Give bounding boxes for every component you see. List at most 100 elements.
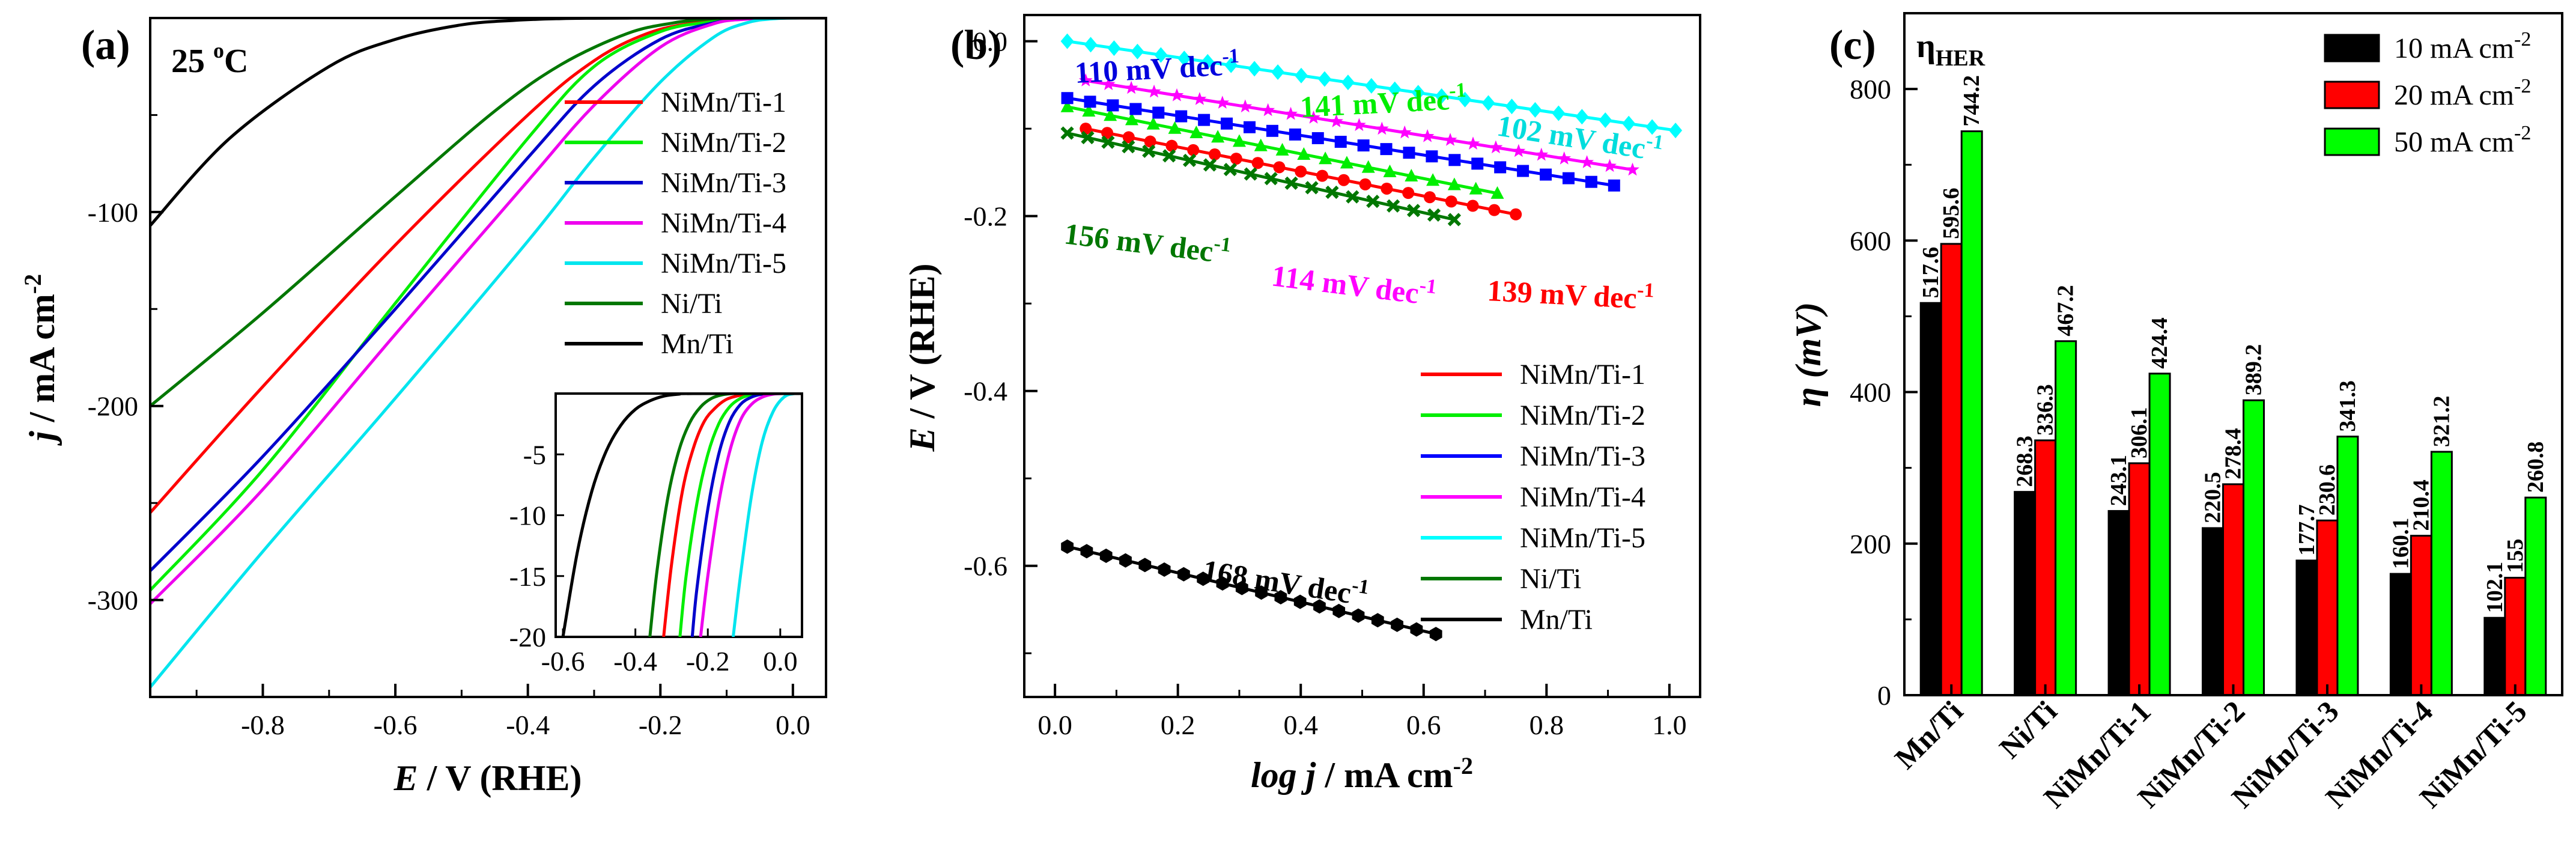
panel-b-ticks: 0.0 0.2 0.4 0.6 0.8 1.0 0.0 -0.2 -0.4 -0.6 [964, 26, 1686, 740]
bar-nimn-ti-4-10-ma-cm [2389, 573, 2412, 696]
data-point-nimn-ti-1 [1466, 199, 1479, 212]
marker-x-stroke-b [1387, 199, 1400, 213]
bar-value-label: 744.2 [1959, 75, 1984, 127]
temperature-degree-sup: o [213, 38, 224, 62]
bar-mn-ti-20-ma-cm [1940, 243, 1963, 696]
data-point-nimn-ti-5 [1622, 115, 1636, 132]
bar-value-label: 230.6 [2315, 464, 2340, 516]
panel-c-title-sub: HER [1936, 46, 1985, 71]
data-point-mn-ti [1313, 599, 1326, 614]
bar-nimn-ti-2-50-ma-cm [2243, 399, 2265, 696]
legend-label: 50 mA cm-2 [2394, 122, 2531, 158]
data-point-nimn-ti-3 [1266, 124, 1278, 137]
data-point-nimn-ti-4 [1511, 144, 1526, 157]
data-point-mn-ti [1138, 558, 1152, 573]
data-point-mn-ti [1293, 594, 1307, 609]
data-point-nimn-ti-1 [1187, 144, 1200, 156]
panel-b-label: (b) [950, 22, 1002, 68]
data-point-nimn-ti-3 [1517, 165, 1530, 177]
x-tick-label: 1.0 [1652, 710, 1687, 740]
data-point-mn-ti [1061, 539, 1074, 554]
data-point-nimn-ti-3 [1198, 114, 1211, 126]
inset-y-tick-label: -20 [509, 622, 546, 653]
data-point-nimn-ti-4 [1101, 77, 1116, 90]
panel-c-label: (c) [1829, 22, 1876, 68]
marker-x-stroke-b [1182, 153, 1197, 168]
marker-x-stroke-b [1244, 167, 1257, 181]
legend-label-sup: -2 [2514, 28, 2531, 50]
bar-ni-ti-50-ma-cm [2055, 340, 2077, 696]
panel-b-xlabel-unit: / mA cm [1316, 755, 1453, 795]
data-point-nimn-ti-4 [1124, 81, 1138, 94]
data-point-nimn-ti-4 [1238, 99, 1253, 113]
panel-a: -0.8 -0.6 -0.4 -0.2 0.0 -100 -200 -300 (a) 25 o… [19, 17, 827, 798]
marker-x-stroke-b [1366, 195, 1380, 208]
data-point-nimn-ti-3 [1244, 121, 1256, 133]
bar-nimn-ti-3-20-ma-cm [2316, 519, 2339, 696]
data-point-nimn-ti-4 [1261, 103, 1275, 117]
tafel-slope-value: 141 mV dec [1299, 82, 1451, 124]
data-point-nimn-ti-3 [1471, 157, 1484, 170]
tafel-slope-value: 110 mV dec [1074, 48, 1224, 90]
data-point-nimn-ti-3 [1494, 161, 1507, 174]
inset-y-tick-label: -5 [523, 439, 546, 470]
data-point-nimn-ti-4 [1397, 125, 1412, 139]
data-point-ni-ti [1060, 126, 1074, 140]
marker-x-stroke-b [1447, 213, 1462, 227]
data-point-nimn-ti-2 [1319, 151, 1332, 165]
data-point-nimn-ti-5 [1435, 88, 1448, 104]
data-point-nimn-ti-1 [1381, 182, 1393, 195]
legend-label-nimn-ti-5: NiMn/Ti-5 [661, 248, 786, 279]
data-point-nimn-ti-4 [1192, 92, 1207, 105]
bar-value-label: 595.6 [1939, 187, 1964, 239]
data-point-nimn-ti-2 [1340, 156, 1353, 169]
bar-value-label: 220.5 [2201, 472, 2226, 523]
panel-b-ylabel-var: E [902, 427, 942, 452]
data-point-nimn-ti-4 [1489, 140, 1503, 154]
tafel-slope-unit-sup: -1 [1221, 45, 1239, 68]
inset-x-tick-label: 0.0 [763, 646, 798, 677]
data-point-nimn-ti-1 [1144, 135, 1156, 148]
data-point-nimn-ti-4 [1352, 118, 1366, 132]
data-point-nimn-ti-3 [1175, 110, 1188, 123]
data-point-ni-ti [1305, 181, 1319, 195]
data-point-nimn-ti-5 [1481, 95, 1495, 111]
marker-x-stroke-b [1325, 185, 1339, 199]
panel-a-frame [149, 17, 827, 698]
legend-swatch-50-ma-cm-2 [2324, 127, 2380, 156]
tafel-slope-value: 139 mV dec [1486, 273, 1638, 315]
panel-b-xlabel-sup: -2 [1453, 752, 1473, 779]
data-point-ni-ti [1427, 208, 1441, 222]
data-point-mn-ti [1216, 576, 1229, 591]
inset-y-tick-label: -15 [509, 561, 546, 592]
x-tick-label: -0.4 [506, 710, 550, 740]
data-point-nimn-ti-4 [1443, 133, 1457, 146]
data-point-nimn-ti-1 [1424, 191, 1436, 204]
data-point-nimn-ti-5 [1411, 85, 1425, 101]
data-point-nimn-ti-2 [1211, 130, 1225, 143]
y-tick-label: -0.2 [964, 201, 1007, 232]
bar-value-label: 467.2 [2053, 285, 2079, 336]
data-point-nimn-ti-3 [1448, 154, 1461, 166]
data-point-ni-ti [1387, 199, 1400, 213]
data-point-mn-ti [1177, 567, 1190, 582]
bar-mn-ti-10-ma-cm [1919, 302, 1942, 696]
bar-mn-ti-50-ma-cm [1960, 130, 1983, 696]
legend-label-nimn-ti-2: NiMn/Ti-2 [661, 127, 786, 159]
panel-a-ylabel-sup: -2 [19, 274, 46, 294]
legend-label-nimn-ti-4: NiMn/Ti-4 [1520, 481, 1645, 513]
panel-c-legend: 10 mA cm-220 mA cm-250 mA cm-2 [2324, 28, 2531, 158]
data-point-ni-ti [1203, 158, 1217, 172]
marker-x-stroke-b [1162, 149, 1176, 163]
inset-x-tick-label: -0.2 [686, 646, 730, 677]
bar-nimn-ti-4-50-ma-cm [2430, 451, 2453, 696]
data-point-nimn-ti-3 [1129, 103, 1142, 115]
bar-nimn-ti-5-20-ma-cm [2504, 577, 2527, 696]
legend-label-nimn-ti-3: NiMn/Ti-3 [1520, 440, 1645, 472]
panel-b-ylabel-unit: / V (RHE) [902, 264, 942, 428]
data-point-nimn-ti-4 [1603, 159, 1617, 172]
data-point-mn-ti [1197, 571, 1210, 586]
inset-lines [561, 394, 802, 637]
